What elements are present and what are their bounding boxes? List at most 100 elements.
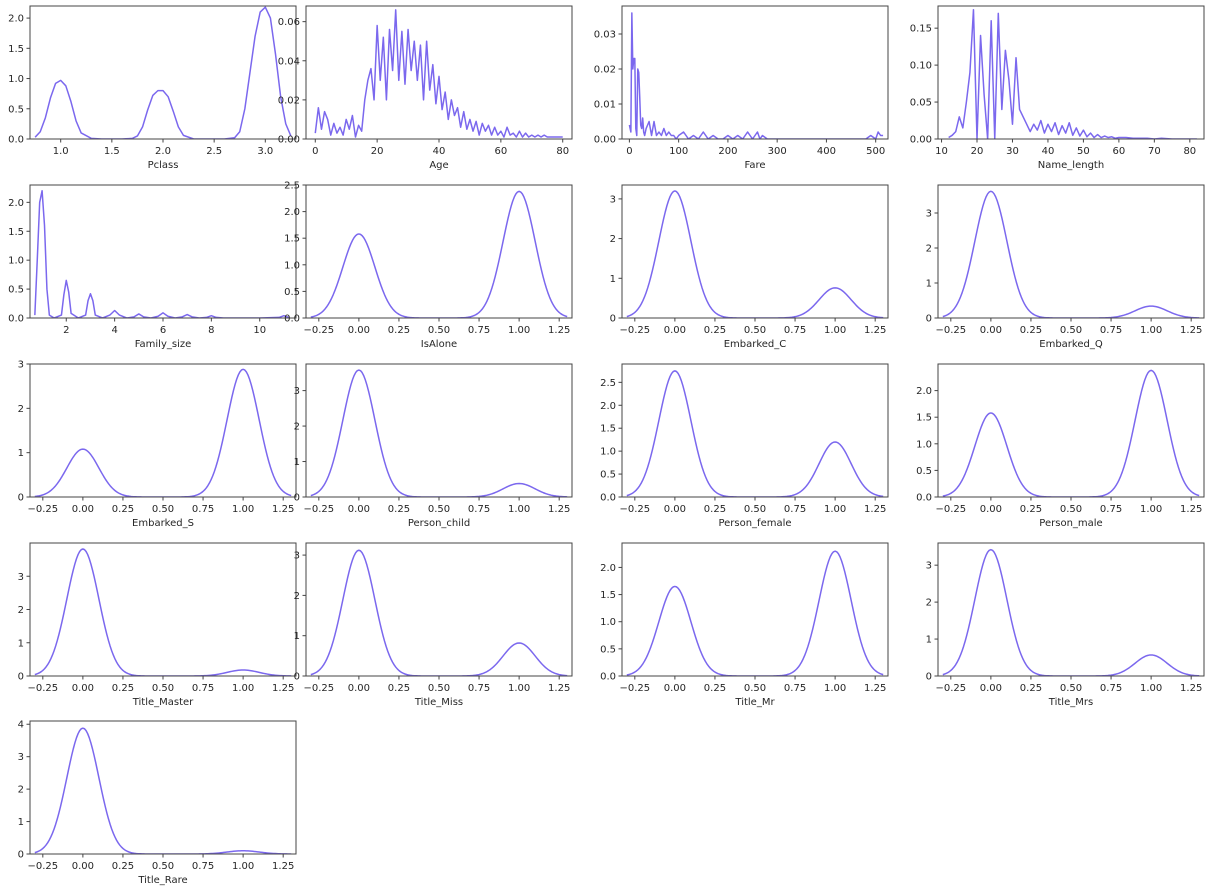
x-tick-label: 100 (669, 146, 688, 157)
y-tick-label: 0.5 (284, 287, 300, 298)
y-tick-label: 1 (18, 448, 24, 459)
y-tick-label: 0.01 (594, 100, 616, 111)
x-tick-label: 0.50 (428, 683, 450, 694)
y-tick-label: 0.5 (600, 470, 616, 481)
x-tick-label: 10 (253, 325, 266, 336)
x-tick-label: 80 (556, 146, 569, 157)
y-tick-label: 0 (926, 314, 932, 325)
y-tick-label: 0 (926, 672, 932, 683)
y-tick-label: 2 (926, 598, 932, 609)
y-tick-label: 0 (610, 314, 616, 325)
y-tick-label: 0.05 (910, 98, 932, 109)
x-tick-label: 0.75 (1100, 683, 1122, 694)
y-tick-label: 3 (926, 209, 932, 220)
x-tick-label: 60 (1113, 146, 1126, 157)
x-tick-label: 200 (718, 146, 737, 157)
y-tick-label: 3 (18, 752, 24, 763)
x-tick-label: 1.0 (53, 146, 69, 157)
x-tick-label: 0.00 (980, 504, 1002, 515)
x-tick-label: 1.25 (548, 325, 570, 336)
x-tick-label: 0.00 (664, 683, 686, 694)
y-tick-label: 0.00 (594, 135, 616, 146)
subplot-name-length: 10 20 30 40 50 60 70 80 0.00 0.05 0.10 0.15 Name_len… (910, 5, 1205, 171)
x-tick-label: 0.25 (1020, 325, 1042, 336)
x-tick-label: −0.25 (935, 504, 966, 515)
subplot-fare: 0 100 200 300 400 500 0.00 0.01 0.02 0.03 Fare (594, 5, 889, 171)
x-tick-label: 0.50 (428, 325, 450, 336)
y-tick-label: 2.0 (600, 401, 616, 412)
density-line (34, 368, 292, 497)
x-tick-label: 1.25 (272, 861, 294, 872)
y-tick-label: 1.0 (600, 447, 616, 458)
x-tick-label: 0.00 (72, 861, 94, 872)
x-tick-label: 60 (494, 146, 507, 157)
x-tick-label: 0.00 (348, 504, 370, 515)
y-tick-label: 3 (610, 194, 616, 205)
x-tick-label: 80 (1183, 146, 1196, 157)
x-tick-label: 0.25 (112, 504, 134, 515)
y-tick-label: 4 (18, 720, 24, 731)
subplot-pclass: 1.0 1.5 2.0 2.5 3.0 0.0 0.5 1.0 1.5 2.0 Pclass (8, 5, 297, 171)
y-tick-label: 1.0 (8, 74, 24, 85)
y-tick-label: 2 (18, 404, 24, 415)
x-tick-label: 8 (208, 325, 214, 336)
y-tick-label: 0.0 (600, 493, 616, 504)
density-line (948, 8, 1197, 139)
plot-frame (29, 720, 297, 855)
y-tick-label: 1.5 (284, 234, 300, 245)
x-axis-label: Family_size (135, 339, 192, 350)
plot-frame (937, 184, 1205, 319)
y-tick-label: 0.0 (8, 314, 24, 325)
x-tick-label: 0.50 (744, 683, 766, 694)
plot-frame (305, 184, 573, 319)
x-tick-label: 0.00 (72, 683, 94, 694)
y-tick-label: 0.03 (594, 30, 616, 41)
x-tick-label: 500 (866, 146, 885, 157)
x-tick-label: 40 (433, 146, 446, 157)
plot-frame (29, 363, 297, 498)
x-tick-label: 0.75 (192, 683, 214, 694)
y-tick-label: 0 (294, 493, 300, 504)
subplot-isalone: −0.25 0.00 0.25 0.50 0.75 1.00 1.25 0.0 0.5 1.0 1.… (284, 181, 573, 350)
x-tick-label: 1.5 (104, 146, 120, 157)
x-tick-label: 1.00 (508, 683, 530, 694)
density-line (626, 190, 884, 318)
x-tick-label: 0.25 (388, 325, 410, 336)
x-tick-label: 0.50 (744, 504, 766, 515)
y-tick-label: 0 (18, 850, 24, 861)
x-tick-label: 0.25 (1020, 683, 1042, 694)
x-tick-label: 0.00 (980, 325, 1002, 336)
x-tick-label: 10 (935, 146, 948, 157)
density-line (34, 548, 292, 676)
plot-frame (621, 363, 889, 498)
x-tick-label: 0.50 (1060, 325, 1082, 336)
y-tick-label: 2.0 (600, 563, 616, 574)
x-tick-label: 0.50 (428, 504, 450, 515)
y-tick-label: 1.5 (8, 44, 24, 55)
x-axis-label: Name_length (1038, 160, 1104, 171)
x-tick-label: 1.00 (508, 504, 530, 515)
x-tick-label: −0.25 (619, 504, 650, 515)
y-tick-label: 0.00 (910, 135, 932, 146)
x-tick-label: 0.75 (468, 325, 490, 336)
x-tick-label: −0.25 (27, 861, 58, 872)
x-tick-label: 3.0 (257, 146, 273, 157)
y-tick-label: 2 (610, 234, 616, 245)
y-tick-label: 0.02 (278, 95, 300, 106)
x-tick-label: 0.75 (784, 325, 806, 336)
x-axis-label: Person_child (408, 518, 470, 529)
x-tick-label: 1.25 (1180, 504, 1202, 515)
x-tick-label: 1.25 (548, 683, 570, 694)
y-tick-label: 1 (926, 635, 932, 646)
x-axis-label: Title_Rare (137, 875, 187, 886)
x-tick-label: 2.5 (206, 146, 222, 157)
x-tick-label: −0.25 (935, 325, 966, 336)
plot-frame (621, 184, 889, 319)
x-tick-label: 4 (111, 325, 117, 336)
x-tick-label: 0.25 (1020, 504, 1042, 515)
x-tick-label: 0.50 (1060, 683, 1082, 694)
subplot-embarked-s: −0.25 0.00 0.25 0.50 0.75 1.00 1.250123Embarke… (18, 360, 297, 529)
x-tick-label: 0.00 (72, 504, 94, 515)
y-tick-label: 2.0 (916, 386, 932, 397)
subplot-title-rare: −0.25 0.00 0.25 0.50 0.75 1.00 1.25 0 1 2 3 4 Title_… (18, 720, 297, 886)
